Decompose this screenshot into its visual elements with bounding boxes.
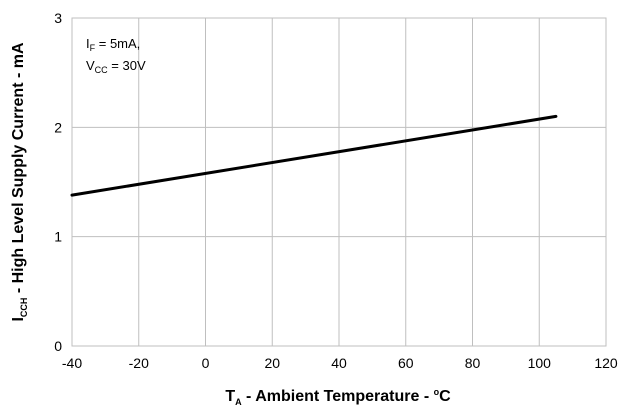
annotation-line-2-main: V (86, 58, 95, 73)
y-tick-label: 0 (54, 338, 62, 354)
annotation-line-1: IF = 5mA, (86, 36, 140, 53)
x-tick-label: 80 (465, 355, 481, 371)
x-axis-title-unit: C (439, 388, 451, 405)
x-tick-labels: -40 -20 0 20 40 60 80 100 120 (62, 355, 618, 371)
x-tick-label: 20 (264, 355, 280, 371)
annotation-line-2-rest: = 30V (108, 58, 146, 73)
y-axis-title: ICCH - High Level Supply Current - mA (10, 42, 29, 322)
y-tick-label: 1 (54, 229, 62, 245)
x-tick-label: 100 (528, 355, 552, 371)
annotation-line-2-sub: CC (95, 65, 108, 75)
series (70, 114, 558, 197)
y-tick-labels: 0 1 2 3 (54, 10, 62, 354)
x-tick-label: -20 (129, 355, 149, 371)
x-axis-title: TA - Ambient Temperature - oC (225, 387, 451, 407)
x-tick-label: 0 (202, 355, 210, 371)
x-tick-label: -40 (62, 355, 82, 371)
x-axis-title-main: T (225, 388, 235, 405)
plot-frame (71, 17, 607, 347)
x-tick-label: 40 (331, 355, 347, 371)
y-axis-title-main: I (10, 317, 27, 321)
series-line (70, 114, 558, 197)
y-axis-title-sub: CCH (19, 298, 29, 318)
y-tick-label: 2 (54, 119, 62, 135)
x-axis-title-rest: - Ambient Temperature - (242, 388, 434, 405)
y-axis-title-rest: - High Level Supply Current - mA (10, 42, 27, 298)
annotation-line-1-rest: = 5mA, (95, 36, 140, 51)
y-tick-label: 3 (54, 10, 62, 26)
x-axis-title-sup: o (434, 387, 440, 397)
annotation-line-2: VCC = 30V (86, 58, 146, 75)
annotation-line-1-sub: F (90, 43, 96, 53)
annotation-line-1-main: I (86, 36, 90, 51)
x-axis-title-sub: A (235, 397, 242, 407)
x-tick-label: 60 (398, 355, 414, 371)
x-tick-label: 120 (594, 355, 618, 371)
